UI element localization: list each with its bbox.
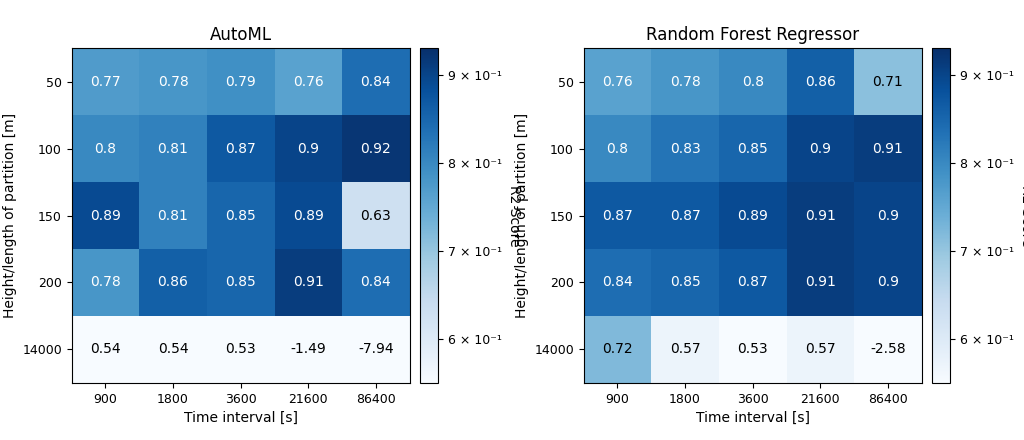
- Text: 0.54: 0.54: [158, 342, 188, 356]
- Text: 0.71: 0.71: [872, 75, 903, 89]
- Text: 0.72: 0.72: [602, 342, 633, 356]
- Text: 0.85: 0.85: [670, 275, 700, 290]
- Y-axis label: Height/length of partition [m]: Height/length of partition [m]: [515, 113, 528, 318]
- Text: 0.85: 0.85: [225, 209, 256, 223]
- Text: 0.87: 0.87: [602, 209, 633, 223]
- Text: 0.91: 0.91: [872, 142, 903, 156]
- Text: 0.83: 0.83: [670, 142, 700, 156]
- Text: 0.54: 0.54: [90, 342, 121, 356]
- Text: 0.85: 0.85: [225, 275, 256, 290]
- Text: 0.9: 0.9: [809, 142, 831, 156]
- Text: 0.85: 0.85: [737, 142, 768, 156]
- Text: 0.87: 0.87: [737, 275, 768, 290]
- Y-axis label: R2 Score: R2 Score: [1020, 185, 1024, 246]
- Text: 0.86: 0.86: [805, 75, 836, 89]
- Title: AutoML: AutoML: [210, 26, 271, 44]
- X-axis label: Time interval [s]: Time interval [s]: [183, 411, 298, 425]
- Text: 0.84: 0.84: [602, 275, 633, 290]
- Text: 0.57: 0.57: [670, 342, 700, 356]
- Text: 0.78: 0.78: [158, 75, 188, 89]
- Text: 0.76: 0.76: [602, 75, 633, 89]
- Text: 0.76: 0.76: [293, 75, 324, 89]
- Text: 0.84: 0.84: [360, 275, 391, 290]
- Text: 0.91: 0.91: [293, 275, 324, 290]
- Text: 0.9: 0.9: [297, 142, 319, 156]
- Text: 0.8: 0.8: [606, 142, 629, 156]
- Text: 0.81: 0.81: [158, 209, 188, 223]
- Text: 0.8: 0.8: [741, 75, 764, 89]
- Text: 0.78: 0.78: [90, 275, 121, 290]
- Text: 0.57: 0.57: [805, 342, 836, 356]
- Text: 0.81: 0.81: [158, 142, 188, 156]
- Text: 0.53: 0.53: [225, 342, 256, 356]
- Y-axis label: Height/length of partition [m]: Height/length of partition [m]: [3, 113, 16, 318]
- Text: 0.9: 0.9: [877, 275, 899, 290]
- Text: 0.86: 0.86: [158, 275, 188, 290]
- Text: 0.8: 0.8: [94, 142, 117, 156]
- Text: 0.53: 0.53: [737, 342, 768, 356]
- Text: 0.89: 0.89: [90, 209, 121, 223]
- Text: 0.9: 0.9: [877, 209, 899, 223]
- Y-axis label: R2 Score: R2 Score: [508, 185, 521, 246]
- Text: 0.91: 0.91: [805, 209, 836, 223]
- Text: -2.58: -2.58: [870, 342, 905, 356]
- Text: 0.78: 0.78: [670, 75, 700, 89]
- Text: 0.63: 0.63: [360, 209, 391, 223]
- Text: 0.87: 0.87: [670, 209, 700, 223]
- Text: 0.79: 0.79: [225, 75, 256, 89]
- X-axis label: Time interval [s]: Time interval [s]: [695, 411, 810, 425]
- Text: 0.89: 0.89: [737, 209, 768, 223]
- Text: 0.89: 0.89: [293, 209, 324, 223]
- Text: 0.84: 0.84: [360, 75, 391, 89]
- Text: -7.94: -7.94: [358, 342, 393, 356]
- Text: -1.49: -1.49: [291, 342, 326, 356]
- Text: 0.87: 0.87: [225, 142, 256, 156]
- Text: 0.77: 0.77: [90, 75, 121, 89]
- Text: 0.91: 0.91: [805, 275, 836, 290]
- Text: 0.92: 0.92: [360, 142, 391, 156]
- Title: Random Forest Regressor: Random Forest Regressor: [646, 26, 859, 44]
